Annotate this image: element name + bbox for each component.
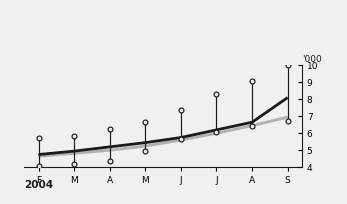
Text: 2004: 2004 xyxy=(24,180,53,190)
Text: '000: '000 xyxy=(303,55,322,64)
